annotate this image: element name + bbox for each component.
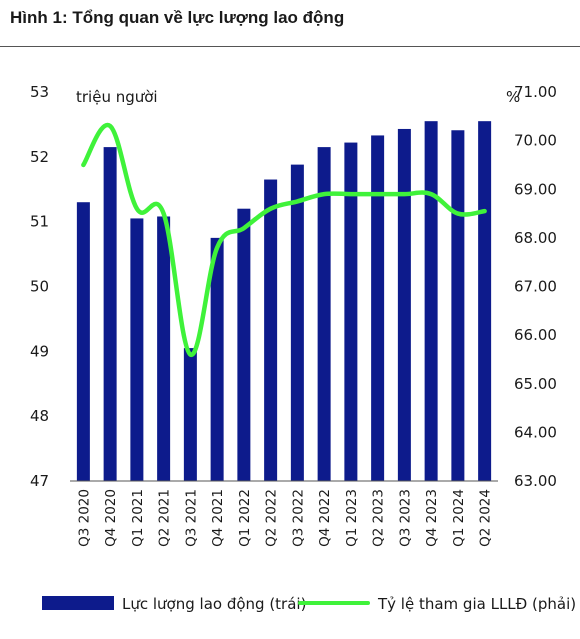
x-tick-label: Q3 2022 — [290, 489, 306, 547]
bar — [183, 348, 197, 481]
x-tick-label: Q1 2021 — [130, 489, 146, 547]
right-tick-label: 64.00 — [514, 423, 557, 441]
x-tick-label: Q1 2023 — [344, 489, 360, 547]
bar-series — [76, 121, 492, 482]
right-tick-label: 70.00 — [514, 132, 557, 150]
x-tick-label: Q3 2023 — [397, 489, 413, 547]
x-tick-label: Q2 2024 — [478, 489, 494, 547]
x-tick-label: Q1 2024 — [451, 489, 467, 547]
x-tick-label: Q1 2022 — [237, 489, 253, 547]
figure-title: Hình 1: Tổng quan về lực lượng lao động — [10, 8, 345, 27]
x-tick-label: Q3 2020 — [76, 489, 92, 547]
right-tick-label: 67.00 — [514, 278, 557, 296]
bar — [451, 130, 465, 482]
bar — [424, 121, 438, 482]
bar — [130, 218, 144, 482]
left-tick-label: 51 — [30, 213, 49, 231]
right-axis-ticks: 63.00 64.00 65.00 66.00 67.00 68.00 69.00 70.00… — [514, 83, 557, 490]
left-tick-label: 48 — [30, 407, 49, 425]
x-tick-label: Q4 2020 — [103, 489, 119, 547]
left-tick-label: 47 — [30, 472, 49, 490]
right-tick-label: 65.00 — [514, 375, 557, 393]
left-tick-label: 52 — [30, 148, 49, 166]
legend-bar-label: Lực lượng lao động (trái) — [122, 595, 306, 613]
bar — [210, 237, 224, 481]
right-tick-label: 71.00 — [514, 83, 557, 101]
left-tick-label: 49 — [30, 342, 49, 360]
bar — [157, 216, 171, 482]
participation-rate-line — [81, 122, 487, 357]
x-tick-label: Q4 2023 — [424, 489, 440, 547]
x-tick-label: Q2 2023 — [371, 489, 387, 547]
x-tick-label: Q2 2022 — [264, 489, 280, 547]
legend-line-label: Tỷ lệ tham gia LLLĐ (phải) — [377, 595, 576, 613]
bar — [317, 147, 331, 481]
x-tick-label: Q2 2021 — [157, 489, 173, 547]
bar — [237, 208, 251, 481]
bar — [264, 179, 278, 481]
left-tick-label: 50 — [30, 278, 49, 296]
bar — [344, 142, 358, 481]
legend: Lực lượng lao động (trái) Tỷ lệ tham gia… — [42, 595, 576, 613]
right-tick-label: 69.00 — [514, 180, 557, 198]
left-tick-label: 53 — [30, 83, 49, 101]
left-axis-ticks: 47 48 49 50 51 52 53 — [30, 83, 49, 490]
x-tick-label: Q4 2022 — [317, 489, 333, 547]
bar — [397, 128, 411, 481]
x-axis-ticks: Q3 2020 Q4 2020 Q1 2021 Q2 2021 Q3 2021 Q4 20… — [76, 489, 493, 547]
left-axis-unit: triệu người — [76, 88, 158, 106]
bar — [371, 135, 385, 481]
bar — [76, 202, 90, 481]
bar — [290, 164, 304, 481]
legend-bar-swatch — [42, 596, 114, 610]
right-tick-label: 63.00 — [514, 472, 557, 490]
x-tick-label: Q3 2021 — [183, 489, 199, 547]
bar — [478, 121, 492, 482]
bar — [103, 147, 117, 481]
right-tick-label: 66.00 — [514, 326, 557, 344]
x-tick-label: Q4 2021 — [210, 489, 226, 547]
right-axis-unit: % — [506, 88, 520, 106]
right-tick-label: 68.00 — [514, 229, 557, 247]
title-divider — [0, 46, 580, 47]
